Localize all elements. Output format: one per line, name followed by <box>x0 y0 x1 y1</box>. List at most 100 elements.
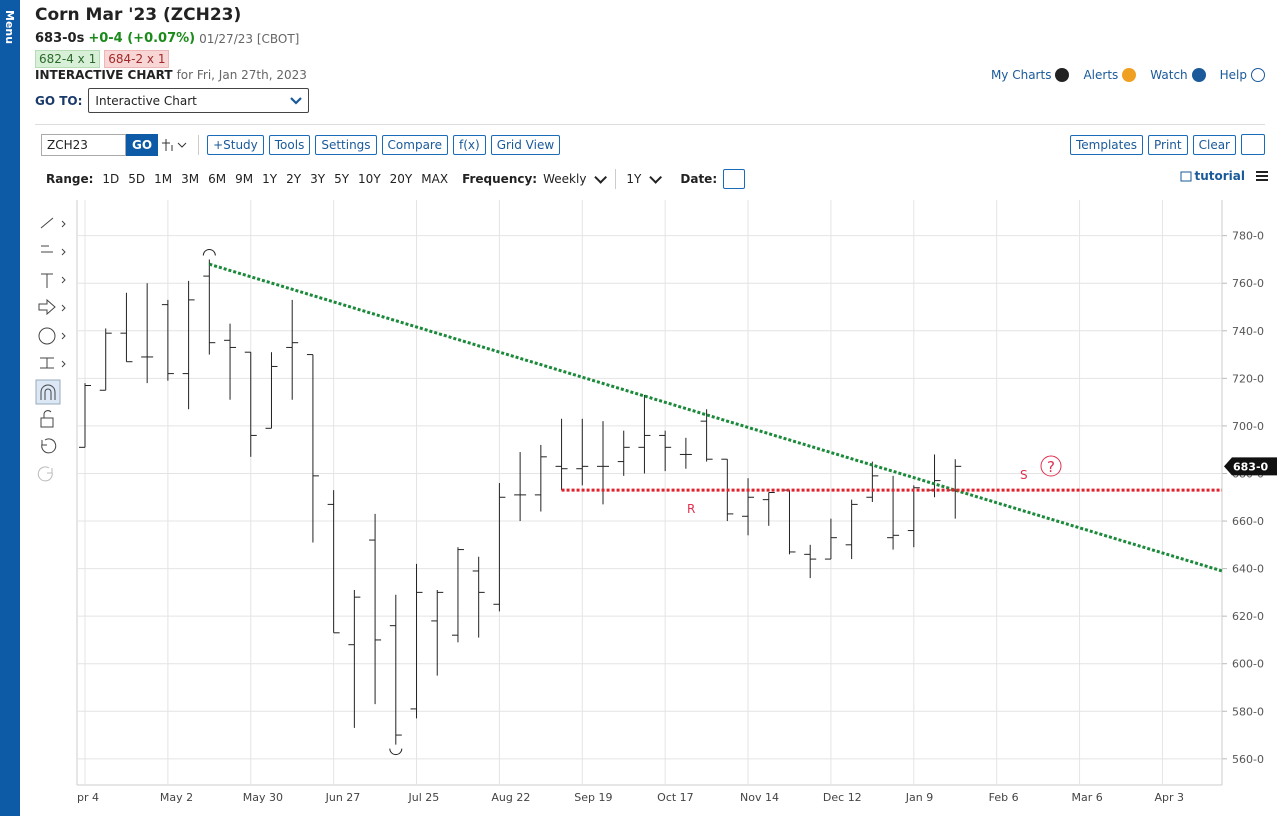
x-tick-label: Jan 9 <box>905 791 933 804</box>
range-option[interactable]: MAX <box>421 172 449 186</box>
goto: GO TO: Interactive Chart <box>35 88 310 113</box>
film-icon <box>1180 171 1192 182</box>
range-option[interactable]: 1D <box>102 172 120 186</box>
link-icon <box>1055 68 1070 82</box>
annotation: R <box>687 502 695 516</box>
range-option[interactable]: 5Y <box>334 172 350 186</box>
price-tag-label: 683-0 <box>1233 460 1269 473</box>
top-link[interactable]: Help <box>1219 68 1247 82</box>
x-tick-label: Feb 6 <box>989 791 1019 804</box>
y-tick-label: 700-0 <box>1232 420 1264 433</box>
goto-value: Interactive Chart <box>95 93 197 108</box>
range-option[interactable]: 3M <box>181 172 200 186</box>
drawing-tools[interactable] <box>35 217 66 482</box>
toolbar-button[interactable]: Grid View <box>490 135 561 155</box>
top-links: My Charts Alerts Watch Help <box>977 68 1265 82</box>
toolbar: ZCH23 GO +Study Tools Settings Compare f(x) G… <box>41 134 565 156</box>
toolbar-button[interactable]: Tools <box>268 135 311 155</box>
period-select[interactable]: 1Y <box>626 172 642 186</box>
trendline <box>208 262 1223 573</box>
expand-button[interactable] <box>1241 134 1265 155</box>
chevron <box>290 96 303 105</box>
range-option[interactable]: 5D <box>128 172 146 186</box>
annotation-icon <box>1040 455 1062 477</box>
tutorial-label: tutorial <box>1194 169 1245 183</box>
x-tick-label: pr 4 <box>77 791 99 804</box>
price-tag <box>1224 457 1277 476</box>
y-tick-label: 560-0 <box>1232 753 1264 766</box>
annotation: ? <box>1047 458 1055 476</box>
x-tick-label: Nov 14 <box>740 791 779 804</box>
frequency-select[interactable]: Weekly <box>543 172 587 186</box>
top-link[interactable]: Alerts <box>1083 68 1119 82</box>
y-tick-label: 620-0 <box>1232 610 1264 623</box>
x-tick-label: Jun 27 <box>325 791 361 804</box>
y-tick-label: 780-0 <box>1232 230 1264 243</box>
range-option[interactable]: 10Y <box>358 172 381 186</box>
chart-for: for Fri, Jan 27th, 2023 <box>176 68 307 82</box>
x-tick-label: Sep 19 <box>574 791 612 804</box>
toolbar-right: Templates Print Clear <box>1069 134 1265 155</box>
chart-info: INTERACTIVE CHART for Fri, Jan 27th, 202… <box>35 68 307 82</box>
date-label: Date: <box>680 172 718 186</box>
hamburger[interactable] <box>1255 170 1269 182</box>
toolbar-button[interactable]: Print <box>1148 134 1188 155</box>
ask: 684-2 x 1 <box>104 50 170 68</box>
top-link[interactable]: My Charts <box>990 68 1052 82</box>
toolbar-button[interactable]: Templates <box>1069 134 1143 155</box>
toolbar-button[interactable]: Compare <box>381 135 448 155</box>
link-icon <box>1122 68 1137 82</box>
y-tick-label: 760-0 <box>1232 277 1264 290</box>
x-tick-label: Apr 3 <box>1154 791 1184 804</box>
range-option[interactable]: 1Y <box>262 172 278 186</box>
top-link[interactable]: Watch <box>1150 68 1188 82</box>
toolbar-button[interactable]: Clear <box>1192 134 1236 155</box>
range-option[interactable]: 3Y <box>310 172 326 186</box>
x-tick-label: May 30 <box>243 791 283 804</box>
y-tick-label: 660-0 <box>1232 515 1264 528</box>
y-tick-label: 600-0 <box>1232 658 1264 671</box>
range-option[interactable]: 6M <box>208 172 227 186</box>
link-icon <box>1251 68 1265 82</box>
toolbar-button[interactable]: +Study <box>207 135 264 155</box>
symbol-input[interactable]: ZCH23 <box>41 134 126 156</box>
divider <box>198 135 200 155</box>
x-tick-label: Jul 25 <box>408 791 440 804</box>
range-option[interactable]: 1M <box>154 172 173 186</box>
bid: 682-4 x 1 <box>35 50 101 68</box>
quote-date: 01/27/23 [CBOT] <box>199 31 300 46</box>
y-tick-label: 580-0 <box>1232 705 1264 718</box>
range-label: Range: <box>46 172 94 186</box>
go-button[interactable]: GO <box>126 134 159 156</box>
tutorial[interactable]: tutorial <box>1180 169 1269 183</box>
toolbar-button[interactable]: Settings <box>315 135 377 155</box>
swing-marker <box>202 248 216 256</box>
divider <box>615 169 617 189</box>
goto-select[interactable]: Interactive Chart <box>88 88 310 113</box>
separator <box>35 124 1265 125</box>
title: Corn Mar '23 (ZCH23) <box>35 5 242 25</box>
menu-sidebar[interactable]: Menu <box>0 0 20 816</box>
range-option[interactable]: 20Y <box>389 172 413 186</box>
quote-row: 683-0s +0-4 (+0.07%) 01/27/23 [CBOT] <box>35 31 299 46</box>
range-option[interactable]: 2Y <box>286 172 302 186</box>
annotation: S <box>1020 468 1028 482</box>
y-tick-label: 740-0 <box>1232 325 1264 338</box>
range-option[interactable]: 9M <box>235 172 254 186</box>
x-tick-label: Aug 22 <box>491 791 530 804</box>
toolbar-button[interactable]: f(x) <box>452 135 486 155</box>
calendar-button[interactable] <box>723 169 746 189</box>
price: 683-0s <box>35 31 85 46</box>
menu-label: Menu <box>3 10 16 45</box>
frequency-label: Frequency: <box>462 172 538 186</box>
goto-label: GO TO: <box>35 93 83 108</box>
x-tick-label: Dec 12 <box>823 791 862 804</box>
y-tick-label: 720-0 <box>1232 372 1264 385</box>
range-bar: Range: 1D 5D 1M 3M 6M 9M 1Y 2Y 3Y 5Y 10Y 20Y MAX Freq… <box>46 169 746 189</box>
y-tick-label: 640-0 <box>1232 563 1264 576</box>
x-tick-label: Mar 6 <box>1072 791 1103 804</box>
draw-icon[interactable] <box>158 135 198 155</box>
link-icon <box>1191 68 1206 82</box>
